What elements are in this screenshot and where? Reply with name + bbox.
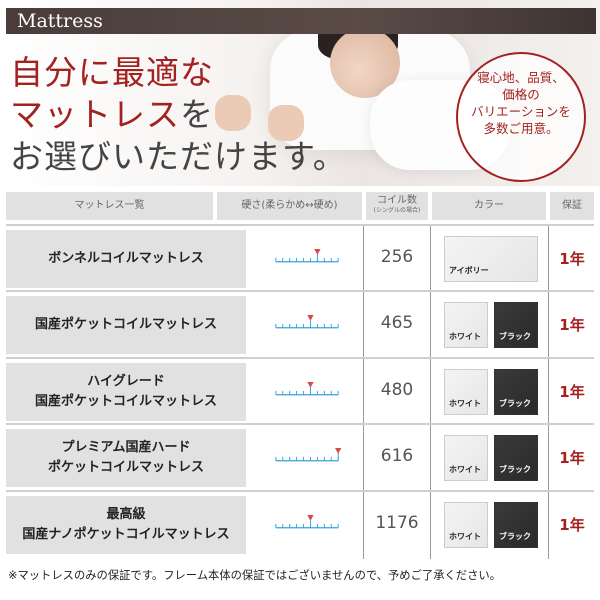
mattress-name-line: 国産ナノポケットコイルマットレス: [22, 527, 230, 542]
divider: [548, 224, 549, 559]
header-coil: コイル数 (シングルの場合): [366, 192, 428, 220]
headline: 自分に最適な マットレスを お選びいただけます。: [10, 52, 347, 178]
headline-line-1: 自分に最適な: [10, 53, 214, 92]
header-coil-note: (シングルの場合): [373, 207, 421, 214]
mattress-name-line: ポケットコイルマットレス: [47, 460, 204, 475]
color-swatch-black: ブラック: [494, 369, 538, 415]
table-row: [6, 490, 594, 492]
hardness-scale: [275, 382, 339, 396]
footer-note: ※マットレスのみの保証です。フレーム本体の保証ではございませんので、予めご了承く…: [8, 569, 501, 582]
hand-image: [268, 105, 304, 141]
coil-count: 480: [380, 380, 414, 400]
color-label: ホワイト: [449, 465, 481, 474]
mattress-name-line: 最高級: [106, 507, 146, 522]
coil-count: 616: [380, 446, 414, 466]
mattress-name: 最高級国産ナノポケットコイルマットレス: [6, 496, 246, 554]
headline-line-3: お選びいただけます。: [10, 137, 347, 176]
color-label: ブラック: [499, 332, 531, 341]
color-swatch-white: ホワイト: [444, 435, 488, 481]
header-name: マットレス一覧: [6, 192, 213, 220]
color-label: ブラック: [499, 399, 531, 408]
headline-line-2b: を: [180, 95, 214, 134]
divider: [363, 224, 364, 559]
feature-badge: 寝心地、品質、 価格の バリエーションを 多数ご用意。: [456, 52, 586, 182]
page-title: Mattress: [6, 8, 596, 34]
header-coil-label: コイル数: [377, 195, 417, 206]
mattress-name-line: 国産ポケットコイルマットレス: [34, 394, 217, 409]
mattress-name: ハイグレード国産ポケットコイルマットレス: [6, 363, 246, 421]
color-swatch-black: ブラック: [494, 302, 538, 348]
color-label: ホワイト: [449, 332, 481, 341]
mattress-name: ボンネルコイルマットレス: [6, 230, 246, 288]
warranty: 1年: [559, 516, 585, 534]
warranty: 1年: [559, 250, 585, 268]
header-warranty: 保証: [550, 192, 594, 220]
hardness-scale: [275, 249, 339, 263]
color-swatch-white: ホワイト: [444, 302, 488, 348]
hardness-marker: [314, 249, 321, 255]
badge-line: 寝心地、品質、: [477, 70, 565, 85]
badge-line: 多数ご用意。: [483, 121, 559, 136]
table-row: [6, 423, 594, 425]
color-swatch-black: ブラック: [494, 502, 538, 548]
warranty: 1年: [559, 316, 585, 334]
hardness-scale: [275, 448, 342, 462]
warranty: 1年: [559, 449, 585, 467]
badge-line: 価格の: [502, 87, 540, 102]
color-label: ホワイト: [449, 532, 481, 541]
hardness-marker: [307, 515, 314, 521]
hardness-scale: [275, 515, 339, 529]
mattress-name-line: ハイグレード: [87, 374, 165, 389]
header-color: カラー: [432, 192, 546, 220]
table-row: [6, 357, 594, 359]
table-row: [6, 290, 594, 292]
color-swatch-black: ブラック: [494, 435, 538, 481]
table-row: [6, 224, 594, 226]
coil-count: 1176: [375, 513, 419, 533]
color-label: ホワイト: [449, 399, 481, 408]
hardness-scale: [275, 315, 339, 329]
color-swatch-white: ホワイト: [444, 369, 488, 415]
color-swatch-white: ホワイト: [444, 502, 488, 548]
warranty: 1年: [559, 383, 585, 401]
mattress-name-line: ボンネルコイルマットレス: [48, 251, 204, 266]
badge-line: バリエーションを: [471, 104, 571, 119]
hardness-marker: [307, 315, 314, 321]
mattress-name-line: プレミアム国産ハード: [61, 440, 191, 455]
coil-count: 256: [380, 247, 414, 267]
color-label: ブラック: [499, 532, 531, 541]
mattress-name-line: 国産ポケットコイルマットレス: [34, 317, 217, 332]
color-label: ブラック: [499, 465, 531, 474]
mattress-name: プレミアム国産ハード ポケットコイルマットレス: [6, 429, 246, 487]
hardness-marker: [335, 448, 342, 454]
hand-image: [215, 95, 251, 131]
mattress-name: 国産ポケットコイルマットレス: [6, 296, 246, 354]
hardness-marker: [307, 382, 314, 388]
headline-line-2a: マットレス: [10, 95, 180, 134]
color-swatch-ivory: アイボリー: [444, 236, 538, 282]
color-label: アイボリー: [449, 266, 489, 275]
coil-count: 465: [380, 313, 414, 333]
divider: [430, 224, 431, 559]
header-hardness: 硬さ(柔らかめ↔硬め): [217, 192, 362, 220]
